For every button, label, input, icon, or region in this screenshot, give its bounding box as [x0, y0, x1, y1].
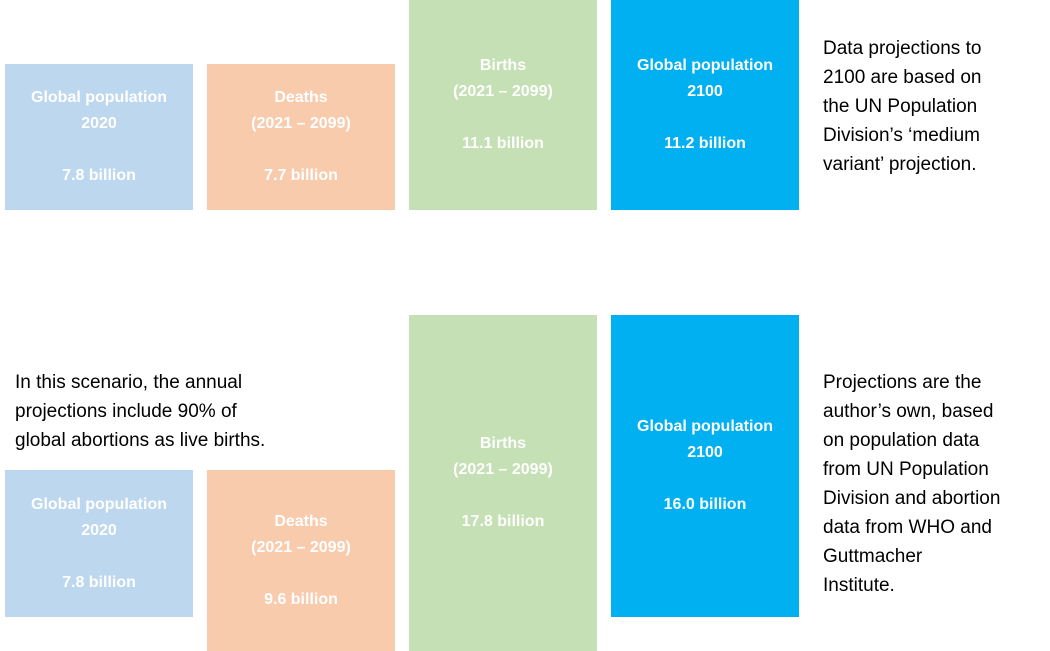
box-title: Deaths — [274, 89, 328, 106]
box-value: 11.2 billion — [664, 135, 746, 152]
note-line: on population data — [823, 430, 980, 451]
note-line: Guttmacher — [823, 546, 923, 567]
box-title: Deaths — [274, 512, 328, 530]
s2-note: Projections are the author’s own, based … — [823, 368, 1000, 600]
box-period: (2021 – 2099) — [251, 538, 351, 556]
note-line: variant’ projection. — [823, 154, 977, 175]
note-line: Division and abortion — [823, 488, 1001, 509]
box-title: Global population — [31, 89, 167, 106]
box-year: 2100 — [687, 444, 723, 461]
box-title: Global population — [31, 495, 167, 513]
s2-population-2020-box: Global population 2020 7.8 billion — [5, 470, 193, 617]
box-value: 16.0 billion — [663, 496, 747, 513]
box-value: 7.8 billion — [62, 573, 136, 591]
note-line: from UN Population — [823, 459, 989, 480]
s2-deaths-box: Deaths (2021 – 2099) 9.6 billion — [207, 470, 395, 651]
box-title: Births — [479, 57, 527, 74]
box-title: Global population — [637, 57, 773, 74]
box-year: 2020 — [81, 521, 117, 539]
box-period: (2021 – 2099) — [453, 461, 553, 478]
s1-births-box: Births (2021 – 2099) 11.1 billion — [409, 0, 597, 210]
note-line: 2100 are based on — [823, 67, 982, 88]
box-period: (2021 – 2099) — [453, 83, 553, 100]
s1-population-2100-box: Global population 2100 11.2 billion — [611, 0, 799, 210]
note-line: the UN Population — [823, 96, 978, 117]
s1-deaths-box: Deaths (2021 – 2099) 7.7 billion — [207, 64, 395, 210]
s1-population-2020-box: Global population 2020 7.8 billion — [5, 64, 193, 210]
box-value: 7.8 billion — [62, 167, 136, 184]
box-year: 2020 — [81, 115, 117, 132]
box-title: Global population — [637, 418, 773, 435]
note-line: Division’s ‘medium — [823, 125, 980, 146]
box-year: 2100 — [687, 83, 723, 100]
note-line: Institute. — [823, 575, 895, 596]
s2-births-box: Births (2021 – 2099) 17.8 billion — [409, 315, 597, 651]
box-period: (2021 – 2099) — [251, 115, 351, 132]
box-value: 17.8 billion — [461, 513, 545, 530]
s2-intro: In this scenario, the annual projections… — [15, 368, 265, 455]
box-title: Births — [479, 435, 527, 452]
box-value: 7.7 billion — [264, 167, 338, 184]
intro-line: In this scenario, the annual — [15, 372, 243, 393]
box-value: 9.6 billion — [264, 590, 338, 608]
box-value: 11.1 billion — [462, 135, 544, 152]
note-line: Data projections to — [823, 38, 982, 59]
intro-line: global abortions as live births. — [15, 430, 266, 451]
s1-note: Data projections to 2100 are based on th… — [823, 34, 981, 179]
note-line: author’s own, based — [823, 401, 994, 422]
intro-line: projections include 90% of — [15, 401, 237, 422]
note-line: data from WHO and — [823, 517, 992, 538]
s2-population-2100-box: Global population 2100 16.0 billion — [611, 315, 799, 617]
note-line: Projections are the — [823, 372, 982, 393]
